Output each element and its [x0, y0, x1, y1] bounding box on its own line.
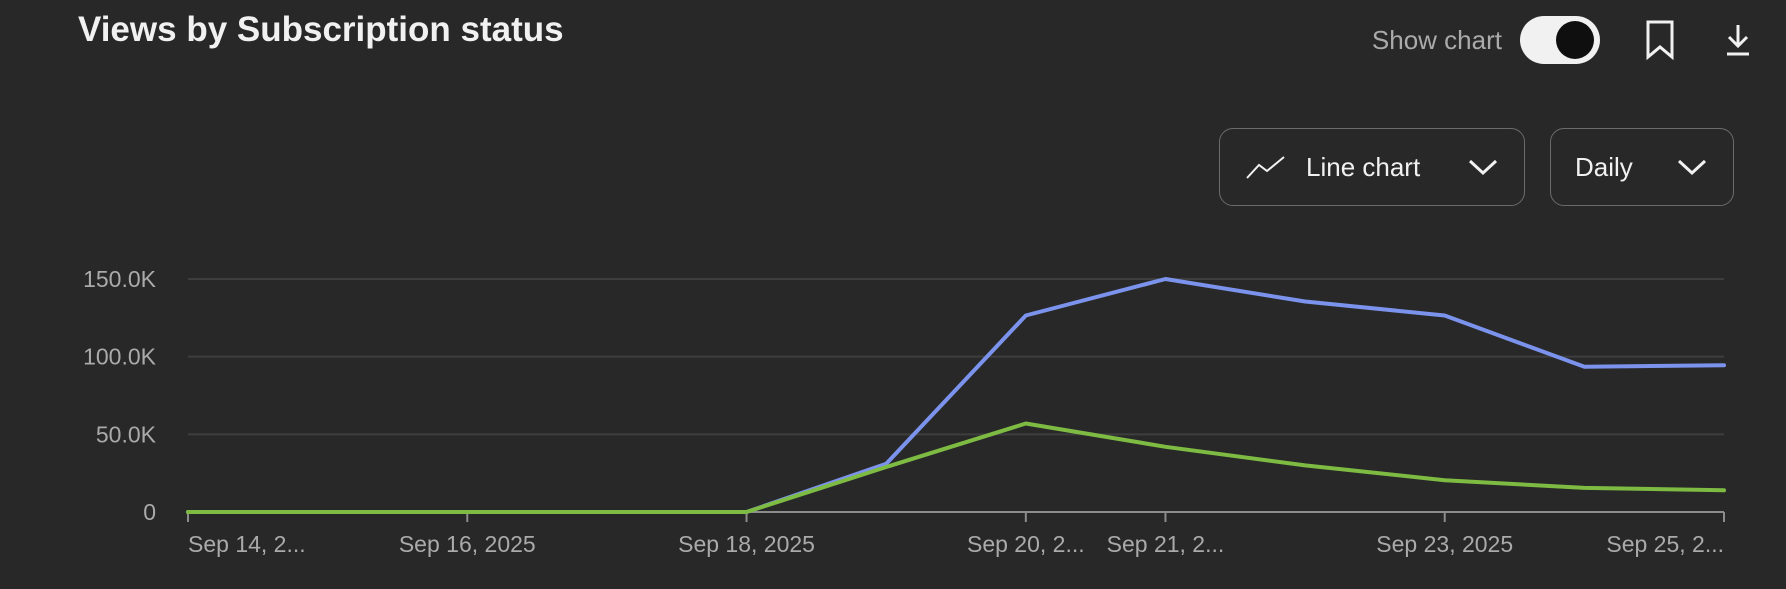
download-icon	[1727, 25, 1749, 56]
x-tick-label: Sep 21, 2...	[1107, 531, 1225, 557]
series-line-1	[186, 277, 1726, 514]
x-tick-label: Sep 23, 2025	[1376, 531, 1513, 557]
y-tick-label: 0	[143, 499, 156, 525]
series-line-2	[186, 421, 1726, 514]
bookmark-icon	[1646, 20, 1674, 60]
show-chart-label: Show chart	[1371, 24, 1502, 55]
show-chart-toggle[interactable]	[1520, 16, 1600, 64]
chart-title: Views by Subscription status	[78, 10, 564, 49]
header-controls: Show chart	[1372, 14, 1758, 66]
chart-type-dropdown[interactable]: Line chart	[1219, 128, 1525, 206]
x-tick-label: Sep 16, 2025	[399, 531, 536, 557]
x-tick-label: Sep 20, 2...	[967, 531, 1085, 557]
x-tick-label: Sep 25, 2...	[1606, 531, 1724, 557]
bookmark-button[interactable]	[1640, 16, 1680, 64]
toggle-knob	[1556, 21, 1594, 59]
x-tick-label: Sep 14, 2...	[188, 531, 306, 557]
y-tick-label: 150.0K	[83, 266, 157, 292]
chevron-down-icon	[1468, 159, 1498, 176]
chevron-down-icon	[1677, 159, 1707, 176]
x-tick-label: Sep 18, 2025	[678, 531, 815, 557]
download-button[interactable]	[1718, 16, 1758, 64]
y-tick-label: 50.0K	[96, 421, 157, 447]
interval-label: Daily	[1575, 151, 1633, 182]
interval-dropdown[interactable]: Daily	[1550, 128, 1734, 206]
y-tick-label: 100.0K	[83, 344, 157, 370]
chart-type-label: Line chart	[1306, 151, 1421, 182]
line-chart-icon	[1246, 156, 1285, 179]
